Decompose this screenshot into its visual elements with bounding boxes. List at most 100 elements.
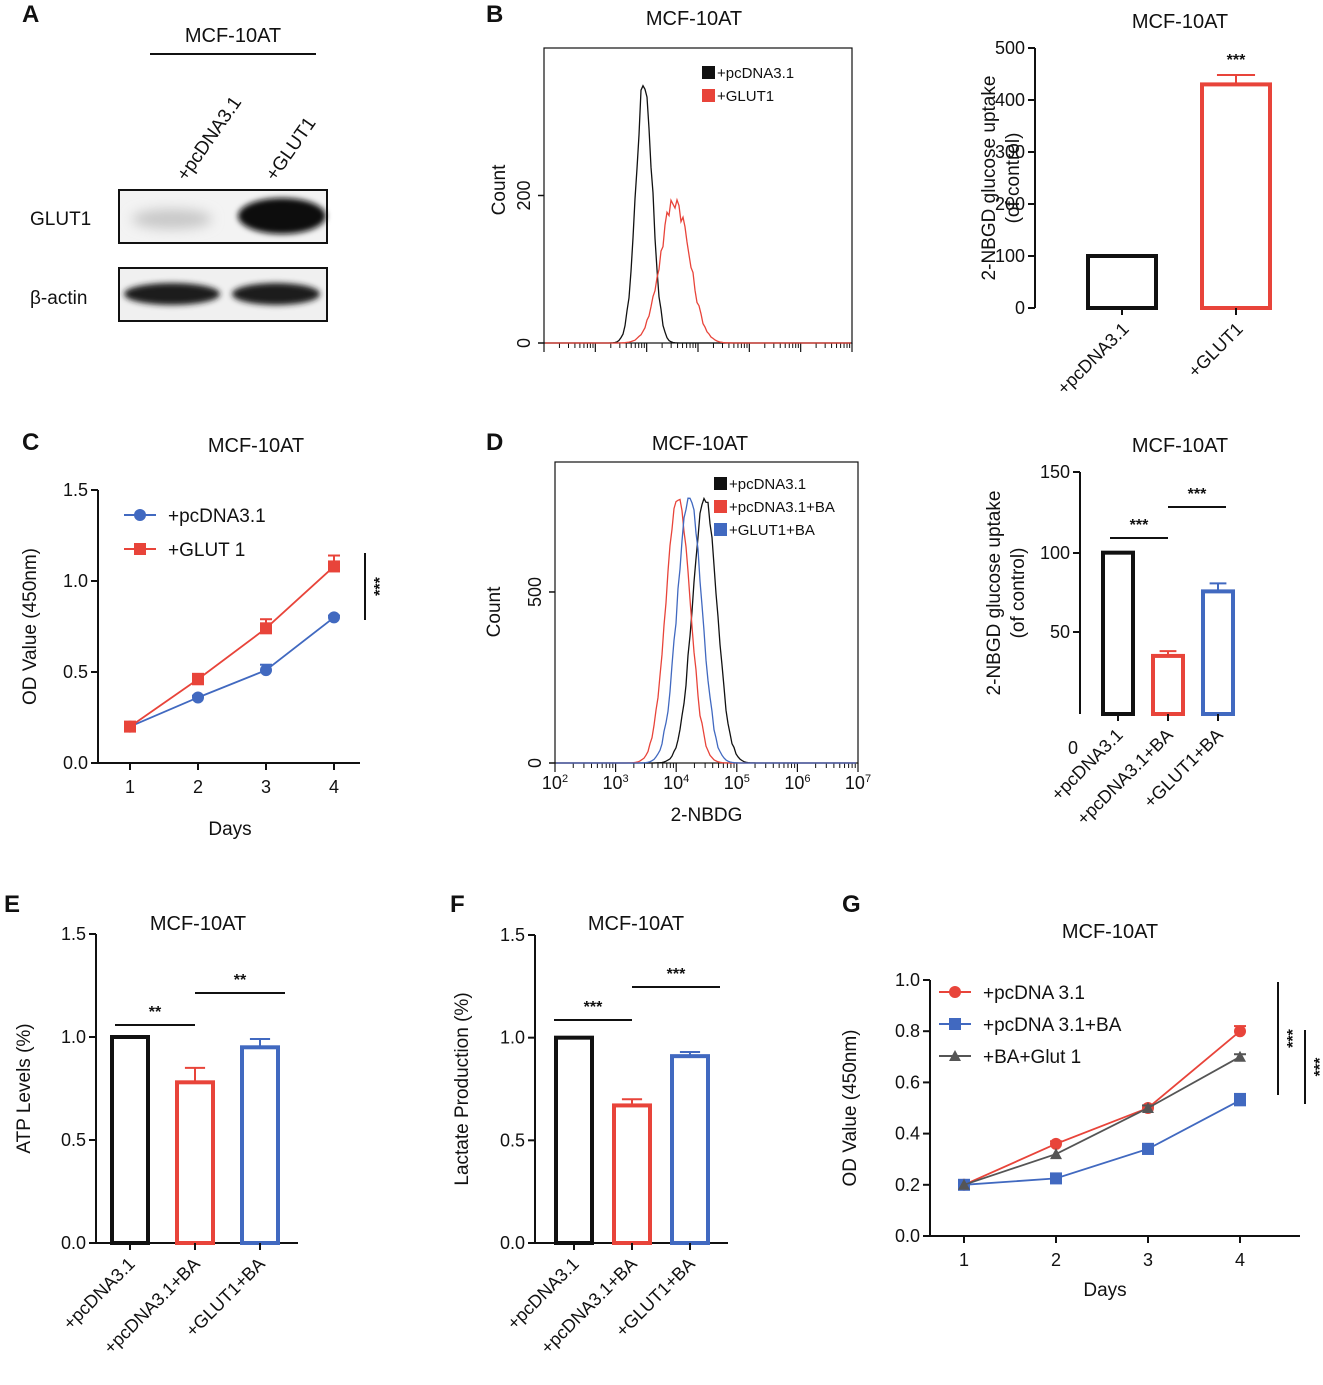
x-tick-label: +GLUT1 [1184,319,1247,382]
significance-label: *** [1285,1028,1302,1047]
y-tick-label: 100 [995,246,1025,266]
y-axis-label: OD Value (450nm) [840,1030,861,1187]
x-axis-label: Days [1083,1280,1126,1301]
bar [1101,550,1135,717]
x-tick-label: 1 [125,777,135,797]
legend-label: +GLUT 1 [168,540,245,561]
data-point [958,1178,970,1190]
bar [1201,589,1235,716]
y-tick-label: 0 [1068,738,1078,758]
line-chart-G_line: MCF-10AT 0.0 0.2 0.4 0.6 0.8 1.0 1 2 3 4 Days OD Val… [840,921,1323,1301]
chart-title: MCF-10AT [652,433,748,455]
data-point [1234,1025,1246,1038]
significance-label: ** [149,1004,162,1021]
significance-label: ** [234,972,247,989]
panel-label-g: G [842,891,861,918]
legend-label: +pcDNA3.1 [729,476,806,493]
histogram-trace [545,197,851,344]
x-tick-label: 105 [724,773,750,793]
series-line [963,1030,1241,1186]
legend-label: +GLUT1 [717,88,774,105]
plot-frame [554,461,859,764]
significance-label: *** [1227,52,1246,69]
y-tick-label: 0.4 [895,1124,920,1144]
x-tick-label: 102 [542,773,568,793]
significance-label: *** [1188,486,1207,503]
legend-swatch [714,500,727,513]
y-tick-label: 1.0 [895,970,920,990]
significance-label: *** [1312,1057,1323,1076]
x-tick-label: 4 [1235,1250,1245,1270]
chart-title: MCF-10AT [646,8,742,30]
line-chart-C_line: MCF-10AT 0.0 0.5 1.0 1.5 1 2 3 4 Days OD Value (45… [20,435,389,840]
legend-label: +GLUT1+BA [729,522,815,539]
bar [1151,653,1185,716]
x-axis-label: 2-NBDG [671,805,743,826]
legend-marker [949,1050,961,1061]
panel-label-d: D [486,429,503,456]
legend-swatch [702,66,715,79]
panel-label-e: E [4,891,20,918]
y-tick-label: 100 [1040,543,1070,563]
y-tick-label: 1.0 [63,571,88,591]
western-blot: MCF-10AT +pcDNA3.1 +GLUT1 GLUT1 β-actin [30,25,328,322]
blot-row-label-glut1: GLUT1 [30,209,91,230]
y-tick-label: 0.5 [500,1130,525,1150]
bar [612,1103,652,1245]
y-tick-label: 1.5 [63,480,88,500]
y-tick-label: 0.5 [61,1130,86,1150]
x-tick-label: 3 [1143,1250,1153,1270]
data-point [1050,1148,1062,1160]
series-line [963,1099,1241,1186]
x-tick-label: 3 [261,777,271,797]
legend-marker [134,543,146,555]
data-point [1050,1172,1062,1185]
data-point [1050,1137,1062,1150]
bar-chart-B_bar: MCF-10AT 0 100 200 300 400 500 2-NBGD glucose u… [979,11,1272,399]
chart-title: MCF-10AT [1062,921,1158,943]
legend-swatch [714,523,727,536]
bar [175,1080,215,1245]
y-tick-label: 0.8 [895,1021,920,1041]
chart-title: MCF-10AT [588,913,684,935]
legend-label: +BA+Glut 1 [983,1047,1081,1068]
y-tick-label: 0.5 [63,662,88,682]
y-tick-label: 1.5 [61,924,86,944]
bar-chart-D_bar: MCF-10AT 0 50 100 150 2-NBGD glucose uptake (o… [984,435,1235,829]
y-tick-label: 1.5 [500,925,525,945]
data-point [1142,1102,1154,1113]
blot-band-actin-glut1 [232,283,320,305]
x-axis-label: Days [208,819,251,840]
x-tick-label: +pcDNA3.1 [1053,319,1133,399]
blot-band-glut1-glut1 [238,198,326,234]
legend-label: +pcDNA3.1 [168,506,266,527]
bar [1200,82,1272,311]
blot-band-actin-pcdna [124,283,220,305]
panel-label-a: A [22,1,39,28]
blot-lane-label-2: +GLUT1 [262,114,321,185]
y-tick-label: 0.0 [895,1226,920,1246]
y-axis-label: 2-NBGD glucose uptake [979,76,1000,281]
x-tick-label: 2 [1051,1250,1061,1270]
chart-title: MCF-10AT [1132,11,1228,33]
y-axis-label: ATP Levels (%) [14,1023,35,1153]
data-point [260,664,272,677]
legend-marker [949,986,961,998]
data-point [328,611,340,624]
bar [670,1054,710,1245]
series-line [129,565,335,728]
panel-label-c: C [22,429,39,456]
bar [240,1045,280,1246]
data-point [1234,1094,1246,1107]
data-point [260,622,272,635]
chart-title: MCF-10AT [208,435,304,457]
x-tick-label: 106 [784,773,810,793]
x-tick-label: 2 [193,777,203,797]
legend-swatch [714,477,727,490]
x-tick-label: 104 [663,773,689,793]
y-tick-label: 300 [995,142,1025,162]
x-tick-label: 1 [959,1250,969,1270]
